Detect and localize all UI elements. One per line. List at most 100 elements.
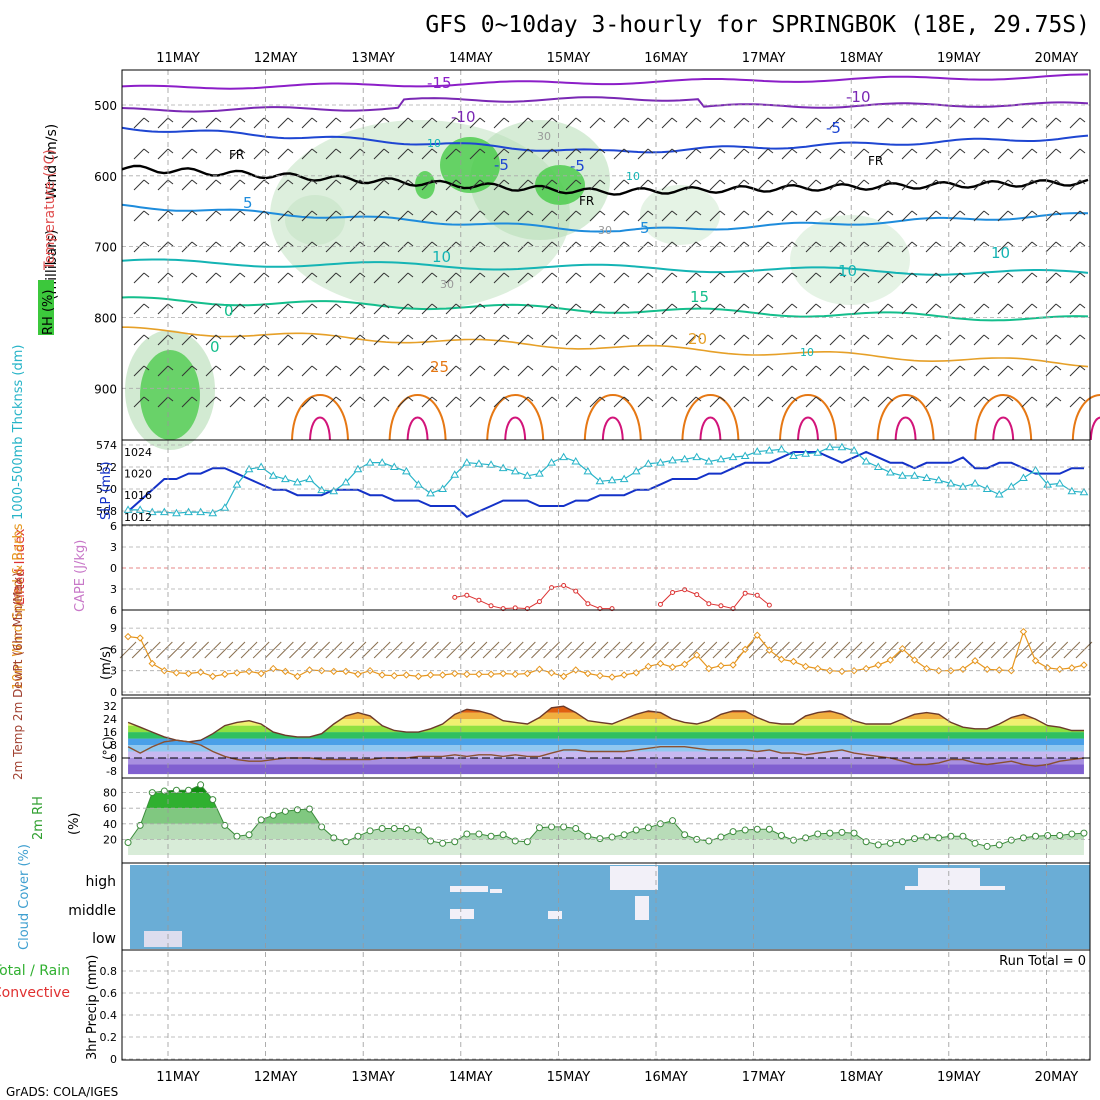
- wind-barb: [973, 272, 990, 284]
- isotherm-label: 20: [688, 330, 707, 348]
- wind-barb: [229, 303, 246, 315]
- wind-barb: [877, 334, 894, 346]
- surface-wind-barb: [131, 641, 149, 659]
- surface-wind-barb: [906, 641, 923, 659]
- wind-barb: [325, 303, 342, 315]
- wind10m-line-point: [729, 661, 737, 669]
- surface-wind-barb: [797, 641, 815, 659]
- wind10m-line-point: [281, 667, 290, 676]
- surface-wind-barb: [289, 641, 306, 659]
- wind-barb: [661, 303, 678, 315]
- surface-wind-barb: [966, 641, 984, 659]
- wind-barb: [637, 365, 654, 377]
- thickness-line-point: [680, 454, 690, 463]
- wind-barb: [925, 179, 942, 191]
- thickness-line-point: [1019, 473, 1028, 481]
- wind10m-line-point: [148, 659, 156, 668]
- wind10m-line-point: [693, 651, 701, 659]
- thickness-tick: 572: [96, 461, 117, 474]
- wind-barb: [349, 148, 366, 160]
- wind-barb: [997, 210, 1014, 222]
- wind-barb: [829, 365, 846, 377]
- wind10m-line-point: [414, 672, 423, 681]
- wind-barb: [805, 210, 822, 222]
- surface-wind-barb: [264, 641, 282, 659]
- slp-tick: 1024: [124, 446, 152, 459]
- wind10m-line-point: [656, 659, 665, 668]
- date-label-top: 16MAY: [644, 51, 688, 66]
- freezing-level: [121, 164, 1089, 196]
- rh-line-point: [209, 796, 217, 804]
- rh-line-point: [281, 807, 289, 815]
- thickness-line-point: [535, 469, 544, 477]
- date-label-bottom: 20MAY: [1035, 1070, 1079, 1085]
- wind-barb: [637, 272, 654, 284]
- wind-barb: [133, 148, 150, 160]
- wind-barb: [685, 117, 702, 129]
- thickness-line-point: [232, 480, 242, 488]
- wind-barb: [253, 365, 270, 377]
- wind-barb: [493, 117, 510, 129]
- wind-barb: [277, 396, 294, 408]
- wind-barb: [229, 365, 246, 377]
- upper-air-panel: [121, 69, 1091, 441]
- wind10m-line-point: [971, 657, 979, 665]
- pressure-tick: 800: [94, 311, 117, 325]
- wind-barb: [733, 272, 750, 284]
- thickness-line-point: [159, 507, 169, 516]
- lifted-index-point: [670, 590, 676, 595]
- surface-wind-barb: [930, 641, 948, 659]
- rh-line-point: [197, 781, 205, 789]
- wind-barb: [301, 303, 318, 315]
- rh-band: [128, 784, 1085, 793]
- wind-barb: [1045, 117, 1062, 129]
- thickness-line-point: [595, 476, 605, 485]
- lifted-index-point: [476, 597, 482, 603]
- li-tick: 3: [110, 541, 117, 554]
- isotherm-label: 30: [537, 130, 551, 143]
- surface-wind-barb: [482, 641, 500, 659]
- thickness-line-point: [764, 446, 774, 454]
- wind-barb: [373, 396, 390, 408]
- surface-wind-barb: [579, 641, 597, 659]
- thickness-line-point: [486, 460, 496, 468]
- wind-barb: [613, 334, 630, 346]
- thickness-line-point: [401, 466, 411, 475]
- wind-barb: [157, 241, 174, 253]
- thickness-line-point: [716, 454, 726, 463]
- thickness-line-point: [365, 458, 375, 466]
- wind-barb: [757, 365, 774, 377]
- wind-barb: [493, 148, 510, 160]
- surface-wind-barb: [833, 641, 851, 659]
- wind10m-line-point: [257, 669, 265, 678]
- isotherm-25-bump: [486, 394, 545, 441]
- wind-barb: [1045, 303, 1062, 315]
- rh-line-point: [850, 829, 858, 837]
- surface-wind-barb: [143, 641, 161, 659]
- wind-barb: [877, 210, 894, 222]
- isotherm-25-bump: [876, 394, 935, 441]
- rh-line-point: [923, 833, 931, 841]
- surface-wind-barb: [978, 641, 996, 659]
- isotherm-25-bump: [779, 394, 837, 441]
- precip-tick: 0.2: [100, 1031, 118, 1044]
- rh-shading: [790, 215, 910, 305]
- wind-barb: [829, 272, 846, 284]
- wind-barb: [589, 396, 606, 408]
- wind10m-line-point: [172, 669, 181, 677]
- wind10m-line-point: [499, 669, 507, 678]
- wind-barb: [805, 396, 822, 408]
- wind-barb: [685, 179, 702, 191]
- thickness-line-point: [789, 451, 798, 459]
- wind-barb: [205, 210, 222, 222]
- wind-barb: [565, 148, 582, 160]
- wind-barb: [757, 117, 774, 129]
- thickness-tick: 574: [96, 439, 117, 452]
- wind-barb: [397, 210, 414, 222]
- temp-tick: 0: [110, 752, 117, 765]
- surface-wind-barb: [506, 641, 524, 659]
- wind-barb: [517, 272, 534, 284]
- wind10m-line-point: [935, 666, 943, 675]
- wind-barb: [397, 148, 414, 160]
- isotherm-30-bump: [406, 416, 429, 441]
